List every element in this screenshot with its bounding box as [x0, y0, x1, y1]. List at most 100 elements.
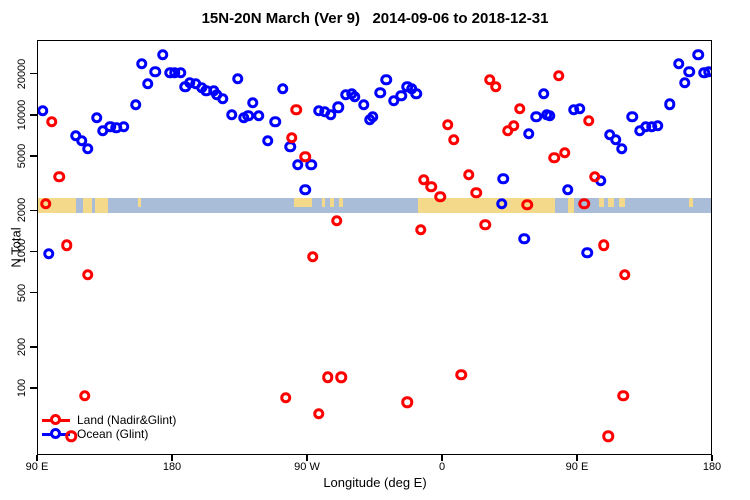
data-point-ocean — [299, 184, 311, 196]
data-point-ocean — [231, 72, 244, 85]
data-point-land — [53, 171, 65, 183]
x-axis-tick — [36, 455, 38, 461]
data-point-land — [548, 152, 560, 164]
y-tick-label: 1000 — [16, 239, 28, 264]
y-axis-tick — [30, 346, 37, 348]
data-point-land — [501, 125, 514, 137]
data-point-land — [558, 147, 571, 159]
map-band-land-segment — [137, 197, 141, 208]
data-point-land — [588, 171, 601, 183]
data-point-land — [597, 239, 610, 251]
data-point-land — [602, 430, 614, 443]
data-point-ocean — [581, 247, 593, 259]
data-point-ocean — [374, 87, 386, 99]
data-point-ocean — [380, 73, 392, 86]
map-band-land-segment — [689, 197, 693, 208]
data-point-land — [521, 199, 533, 211]
x-tick-label: 90 W — [294, 461, 320, 473]
data-point-ocean — [305, 159, 317, 171]
data-point-land — [414, 224, 427, 236]
data-point-ocean — [141, 77, 154, 90]
map-band-land-segment — [618, 197, 625, 208]
data-point-ocean — [672, 58, 685, 70]
data-point-land — [65, 430, 77, 443]
data-point-ocean — [497, 173, 509, 185]
data-point-ocean — [261, 135, 274, 147]
y-axis-tick — [30, 114, 37, 116]
data-point-ocean — [42, 247, 55, 260]
data-point-ocean — [395, 90, 407, 102]
map-band-land-segment — [294, 197, 313, 208]
data-point-ocean — [522, 128, 535, 140]
data-point-land — [552, 70, 565, 82]
data-point-ocean — [518, 232, 530, 245]
data-point-land — [513, 102, 526, 115]
map-band-land-segment — [417, 197, 556, 213]
data-point-ocean — [81, 143, 94, 155]
data-point-land — [330, 215, 343, 227]
map-band-land-segment — [567, 197, 574, 213]
x-axis-label: Longitude (deg E) — [323, 475, 427, 490]
data-point-ocean — [38, 104, 49, 117]
data-point-land — [299, 151, 311, 163]
data-point-land — [462, 169, 475, 181]
data-point-ocean — [537, 88, 550, 100]
data-point-land — [618, 269, 631, 281]
data-point-land — [78, 390, 91, 402]
x-tick-label: 90 E — [565, 461, 589, 473]
map-band-land-segment — [599, 197, 604, 208]
data-point-land — [434, 191, 446, 203]
data-point-land — [312, 407, 325, 420]
legend-label-ocean: Ocean (Glint) — [77, 427, 149, 441]
plot-area: Land (Nadir&Glint) Ocean (Glint) — [37, 40, 712, 455]
data-point-land — [578, 198, 590, 210]
data-point-ocean — [75, 135, 88, 147]
data-point-ocean — [135, 58, 148, 70]
legend-marker-land-icon — [42, 414, 70, 427]
data-point-ocean — [530, 111, 542, 123]
data-point-land — [45, 116, 58, 128]
data-point-land — [60, 239, 73, 251]
map-band-land-segment — [329, 197, 335, 208]
data-point-ocean — [276, 82, 289, 95]
y-tick-label: 200 — [16, 337, 28, 357]
data-point-land — [306, 250, 319, 263]
data-point-ocean — [156, 48, 169, 61]
data-point-ocean — [242, 110, 254, 122]
y-tick-label: 20000 — [16, 58, 28, 89]
data-point-land — [290, 103, 302, 116]
map-band — [38, 197, 711, 213]
data-point-ocean — [332, 101, 344, 113]
data-point-ocean — [90, 112, 103, 124]
data-point-ocean — [129, 99, 142, 111]
map-band-land-segment — [83, 197, 92, 213]
data-point-ocean — [117, 121, 130, 133]
data-point-ocean — [357, 99, 370, 111]
data-point-ocean — [626, 111, 638, 123]
data-point-ocean — [410, 88, 422, 100]
y-axis-tick — [30, 387, 37, 389]
data-point-ocean — [246, 96, 259, 109]
data-point-land — [81, 269, 94, 281]
data-point-land — [279, 392, 292, 404]
legend-item-ocean: Ocean (Glint) — [42, 427, 176, 441]
data-point-land — [441, 119, 454, 131]
map-band-land-segment — [321, 197, 326, 208]
x-axis-tick — [576, 455, 578, 461]
data-point-ocean — [663, 98, 676, 110]
y-axis-tick — [30, 291, 37, 294]
legend-item-land: Land (Nadir&Glint) — [42, 413, 176, 427]
data-point-ocean — [149, 66, 161, 78]
data-point-ocean — [291, 159, 304, 171]
data-point-land — [447, 134, 460, 146]
x-axis-tick — [171, 455, 173, 461]
data-point-ocean — [702, 66, 711, 78]
x-tick-label: 90 E — [25, 461, 49, 473]
data-point-land — [285, 132, 298, 144]
data-point-land — [582, 115, 595, 127]
data-point-ocean — [174, 66, 187, 79]
data-point-land — [489, 81, 502, 93]
data-point-ocean — [216, 93, 229, 105]
data-point-ocean — [225, 108, 238, 121]
